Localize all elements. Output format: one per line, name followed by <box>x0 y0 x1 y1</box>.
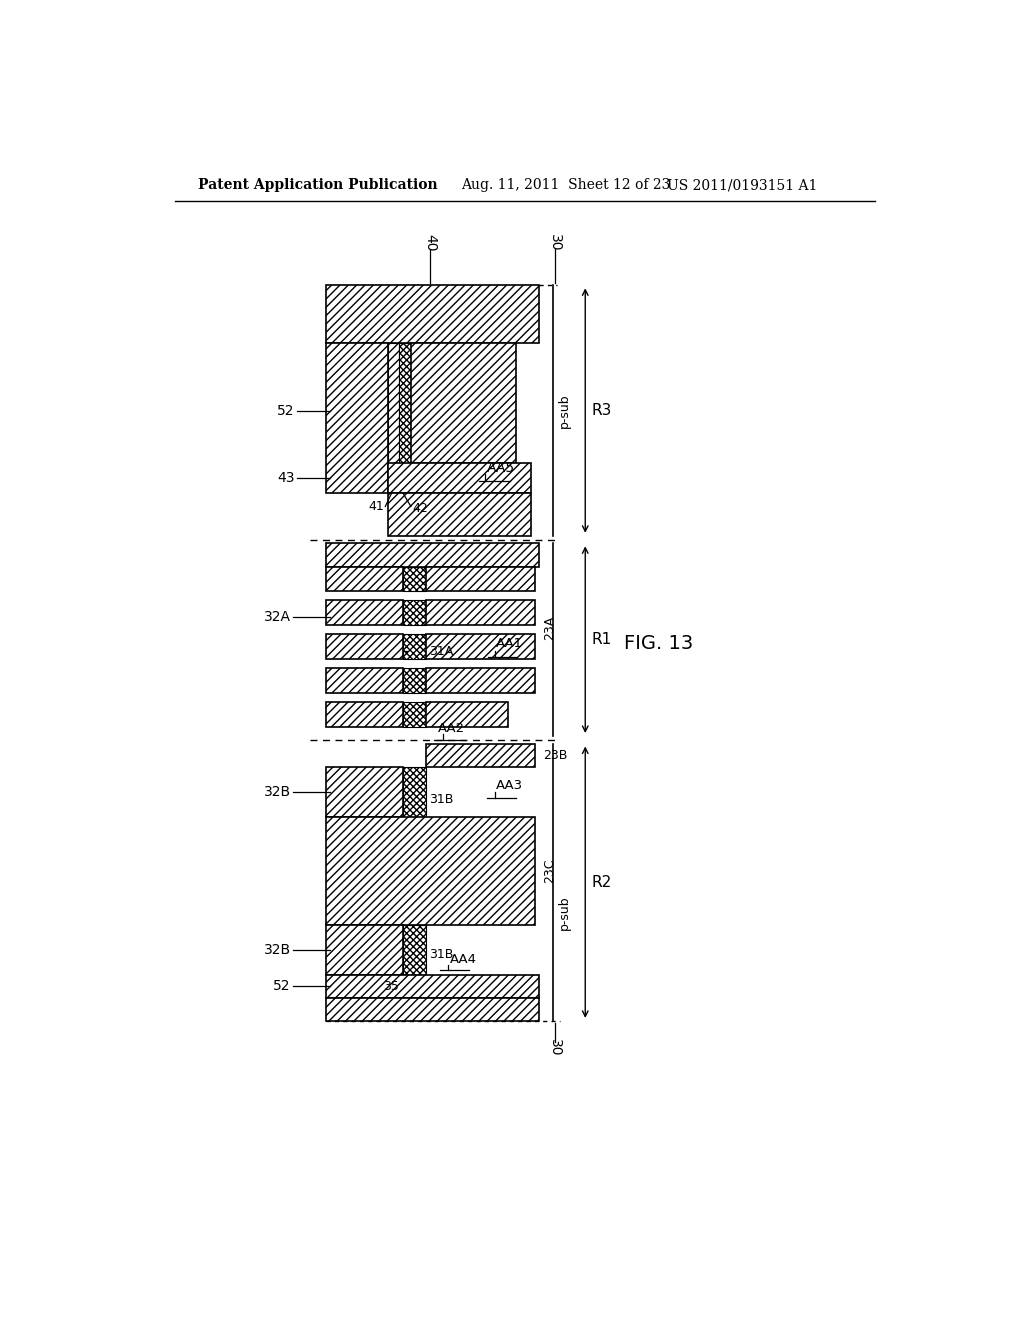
Text: 43: 43 <box>278 471 295 484</box>
Bar <box>403 668 426 693</box>
Text: 31B: 31B <box>429 948 453 961</box>
Bar <box>326 285 539 343</box>
Text: R3: R3 <box>592 403 611 418</box>
Bar <box>388 462 531 494</box>
Text: 52: 52 <box>278 404 295 417</box>
Bar <box>403 635 426 659</box>
Bar <box>326 998 539 1020</box>
Text: US 2011/0193151 A1: US 2011/0193151 A1 <box>667 178 817 193</box>
Bar <box>426 668 535 693</box>
Text: 30: 30 <box>548 1039 562 1056</box>
Text: AA3: AA3 <box>496 779 523 792</box>
Text: AA4: AA4 <box>450 953 476 966</box>
Bar <box>426 635 535 659</box>
Bar <box>388 343 399 462</box>
Bar <box>403 601 426 626</box>
Bar <box>403 566 426 591</box>
Bar <box>326 635 403 659</box>
Text: 23A: 23A <box>543 616 556 640</box>
Text: AA5: AA5 <box>486 461 515 475</box>
Text: 52: 52 <box>273 979 291 993</box>
Bar <box>326 343 388 494</box>
Bar <box>403 767 426 817</box>
Bar <box>326 702 403 726</box>
Text: R2: R2 <box>592 875 611 890</box>
Text: 23B: 23B <box>543 748 567 762</box>
Text: Aug. 11, 2011  Sheet 12 of 23: Aug. 11, 2011 Sheet 12 of 23 <box>461 178 671 193</box>
Text: AA2: AA2 <box>438 722 465 735</box>
Bar <box>426 566 535 591</box>
Bar <box>326 767 403 817</box>
Text: 40: 40 <box>423 235 437 252</box>
Text: 42: 42 <box>413 502 428 515</box>
Text: 23C: 23C <box>543 858 556 883</box>
Bar <box>326 974 539 998</box>
Bar <box>426 743 535 767</box>
Text: 35: 35 <box>383 979 399 993</box>
Bar <box>326 924 403 974</box>
Bar <box>426 702 508 726</box>
Text: 32B: 32B <box>263 942 291 957</box>
Text: Patent Application Publication: Patent Application Publication <box>198 178 437 193</box>
Text: 31B: 31B <box>429 793 453 805</box>
Text: 30: 30 <box>548 235 562 252</box>
Bar <box>326 601 403 626</box>
Text: p-sub: p-sub <box>558 393 571 428</box>
Text: p-sub: p-sub <box>558 896 571 931</box>
Bar <box>326 544 539 566</box>
Bar <box>426 601 535 626</box>
Bar <box>326 817 535 924</box>
Text: 41: 41 <box>368 500 384 513</box>
Text: FIG. 13: FIG. 13 <box>624 634 693 653</box>
Bar <box>403 702 426 726</box>
Text: 32B: 32B <box>263 784 291 799</box>
Bar <box>411 343 515 462</box>
Bar <box>388 494 531 536</box>
Text: AA1: AA1 <box>496 638 523 649</box>
Text: R1: R1 <box>592 632 611 647</box>
Bar <box>399 343 411 462</box>
Text: 32A: 32A <box>264 610 291 623</box>
Bar <box>326 566 403 591</box>
Text: 31A: 31A <box>429 644 453 657</box>
Bar <box>403 924 426 974</box>
Bar <box>326 668 403 693</box>
